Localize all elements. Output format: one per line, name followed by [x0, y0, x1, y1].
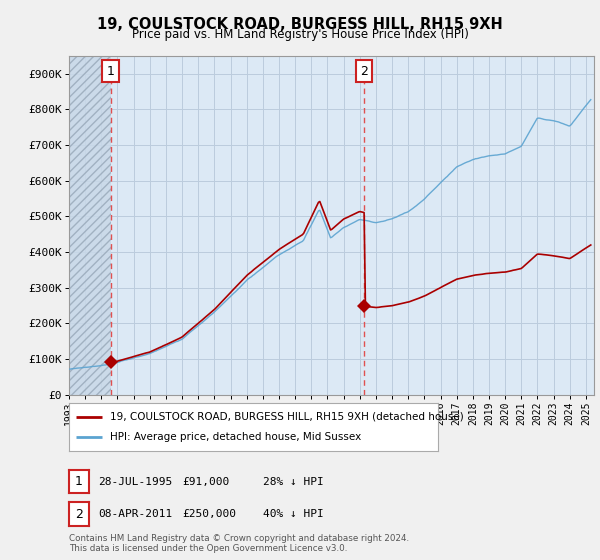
Text: 28% ↓ HPI: 28% ↓ HPI	[263, 477, 323, 487]
Text: 28-JUL-1995: 28-JUL-1995	[98, 477, 172, 487]
Text: 2: 2	[75, 507, 83, 521]
Bar	[69, 56, 110, 395]
Text: 08-APR-2011: 08-APR-2011	[98, 509, 172, 519]
Text: HPI: Average price, detached house, Mid Sussex: HPI: Average price, detached house, Mid …	[110, 432, 361, 442]
Text: Price paid vs. HM Land Registry's House Price Index (HPI): Price paid vs. HM Land Registry's House …	[131, 28, 469, 41]
Text: 1: 1	[75, 475, 83, 488]
Text: 19, COULSTOCK ROAD, BURGESS HILL, RH15 9XH: 19, COULSTOCK ROAD, BURGESS HILL, RH15 9…	[97, 17, 503, 32]
Text: 1: 1	[107, 65, 115, 78]
Text: 40% ↓ HPI: 40% ↓ HPI	[263, 509, 323, 519]
Text: Contains HM Land Registry data © Crown copyright and database right 2024.
This d: Contains HM Land Registry data © Crown c…	[69, 534, 409, 553]
Text: £250,000: £250,000	[182, 509, 236, 519]
Text: 19, COULSTOCK ROAD, BURGESS HILL, RH15 9XH (detached house): 19, COULSTOCK ROAD, BURGESS HILL, RH15 9…	[110, 412, 463, 422]
Text: 2: 2	[360, 65, 368, 78]
Text: £91,000: £91,000	[182, 477, 229, 487]
